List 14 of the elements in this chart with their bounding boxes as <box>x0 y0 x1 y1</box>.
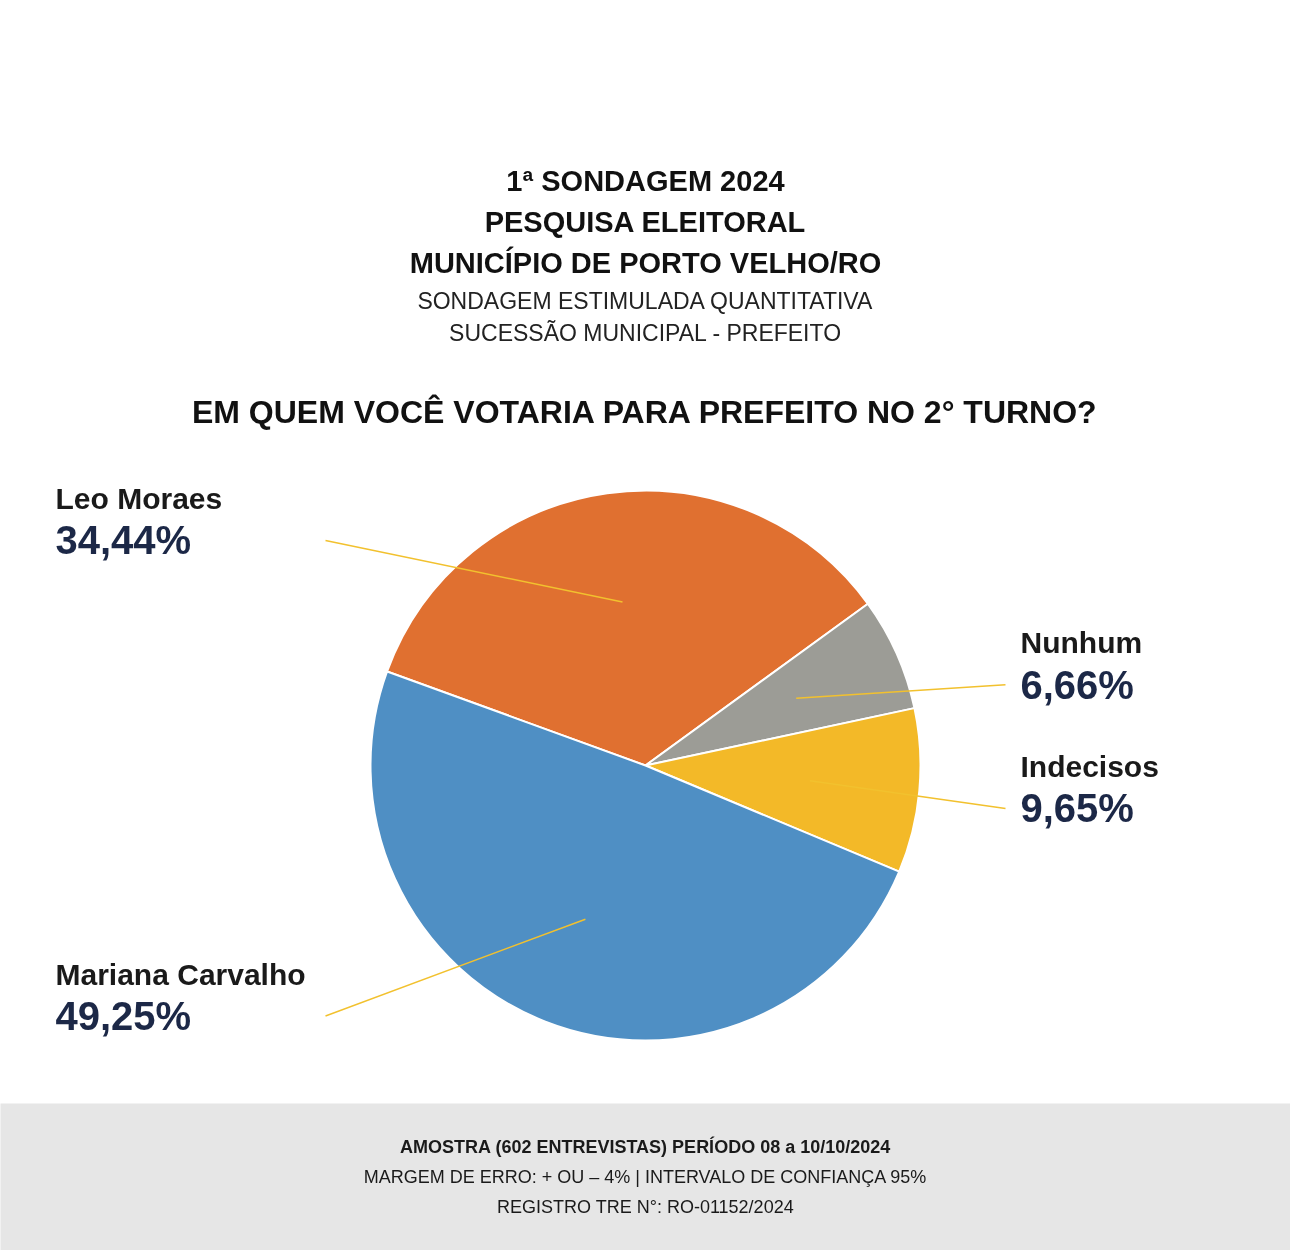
slice-label: Indecisos <box>1020 749 1159 783</box>
text: AMOSTRA (602 ENTREVISTAS) PERÍODO 08 a 10/10/2024 <box>400 1136 891 1157</box>
slice-label: Nunhum <box>1020 626 1143 660</box>
chart-subtitle: SONDAGEM ESTIMULADA QUANTITATIVA SUCESSÃO MUNICIPAL - PREFEITO <box>417 287 873 346</box>
data-label: 49,25% <box>55 994 192 1039</box>
slice-label: Leo Moraes <box>55 481 223 515</box>
data-label: 6,66% <box>1020 662 1134 707</box>
slice-label: Mariana Carvalho <box>55 957 306 991</box>
chart-title: 1ª SONDAGEM 2024 PESQUISA ELEITORAL MUNICÍPIO DE PORTO VELHO/RO <box>409 164 882 279</box>
text: MARGEM DE ERRO: + OU – 4% | INTERVALO DE CONFIANÇA 95% <box>363 1167 927 1187</box>
text: EM QUEM VOCÊ VOTARIA PARA PREFEITO NO 2° TURNO? <box>191 393 1097 430</box>
data-label: 34,44% <box>55 518 192 563</box>
text: REGISTRO TRE N°: RO-01152/2024 <box>497 1197 794 1217</box>
data-label: 9,65% <box>1020 786 1134 831</box>
